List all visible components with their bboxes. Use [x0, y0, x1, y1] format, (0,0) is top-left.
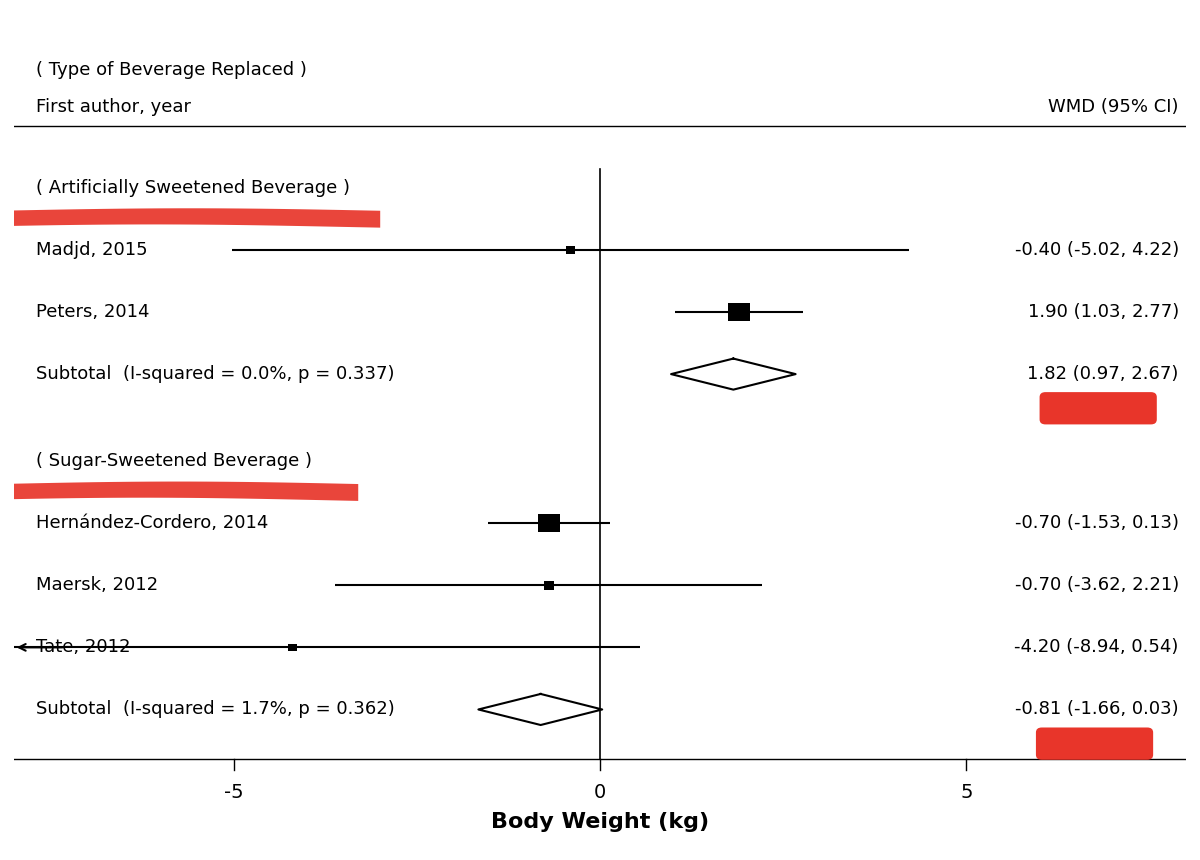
Text: 1.90 (1.03, 2.77): 1.90 (1.03, 2.77): [1027, 303, 1178, 321]
Text: -5: -5: [224, 783, 244, 802]
FancyBboxPatch shape: [566, 246, 575, 254]
Text: ( Artificially Sweetened Beverage ): ( Artificially Sweetened Beverage ): [36, 179, 350, 197]
FancyBboxPatch shape: [1039, 392, 1157, 425]
Text: -0.70 (-1.53, 0.13): -0.70 (-1.53, 0.13): [1015, 514, 1178, 532]
Text: -4.20 (-8.94, 0.54): -4.20 (-8.94, 0.54): [1014, 638, 1178, 656]
Text: ( Sugar-Sweetened Beverage ): ( Sugar-Sweetened Beverage ): [36, 452, 312, 470]
Text: -0.70 (-3.62, 2.21): -0.70 (-3.62, 2.21): [1014, 576, 1178, 594]
Text: Peters, 2014: Peters, 2014: [36, 303, 149, 321]
PathPatch shape: [0, 208, 380, 228]
Text: First author, year: First author, year: [36, 98, 191, 116]
Text: Hernández-Cordero, 2014: Hernández-Cordero, 2014: [36, 514, 269, 532]
FancyBboxPatch shape: [288, 643, 296, 651]
Text: -0.40 (-5.02, 4.22): -0.40 (-5.02, 4.22): [1014, 241, 1178, 259]
Polygon shape: [671, 359, 796, 390]
Text: Maersk, 2012: Maersk, 2012: [36, 576, 158, 594]
Text: Subtotal  (I-squared = 1.7%, p = 0.362): Subtotal (I-squared = 1.7%, p = 0.362): [36, 701, 395, 718]
Text: 1.82 (0.97, 2.67): 1.82 (0.97, 2.67): [1027, 366, 1178, 383]
PathPatch shape: [0, 482, 359, 501]
Text: 5: 5: [960, 783, 972, 802]
Text: Subtotal  (I-squared = 0.0%, p = 0.337): Subtotal (I-squared = 0.0%, p = 0.337): [36, 366, 395, 383]
FancyBboxPatch shape: [544, 580, 554, 590]
Text: ( Type of Beverage Replaced ): ( Type of Beverage Replaced ): [36, 61, 307, 79]
Text: 0: 0: [594, 783, 606, 802]
Text: Tate, 2012: Tate, 2012: [36, 638, 131, 656]
Text: WMD (95% CI): WMD (95% CI): [1049, 98, 1178, 116]
FancyBboxPatch shape: [538, 513, 559, 532]
FancyBboxPatch shape: [728, 303, 750, 322]
FancyBboxPatch shape: [1036, 728, 1153, 759]
Text: Body Weight (kg): Body Weight (kg): [491, 812, 709, 832]
Text: Madjd, 2015: Madjd, 2015: [36, 241, 148, 259]
Polygon shape: [479, 694, 602, 725]
Text: -0.81 (-1.66, 0.03): -0.81 (-1.66, 0.03): [1015, 701, 1178, 718]
